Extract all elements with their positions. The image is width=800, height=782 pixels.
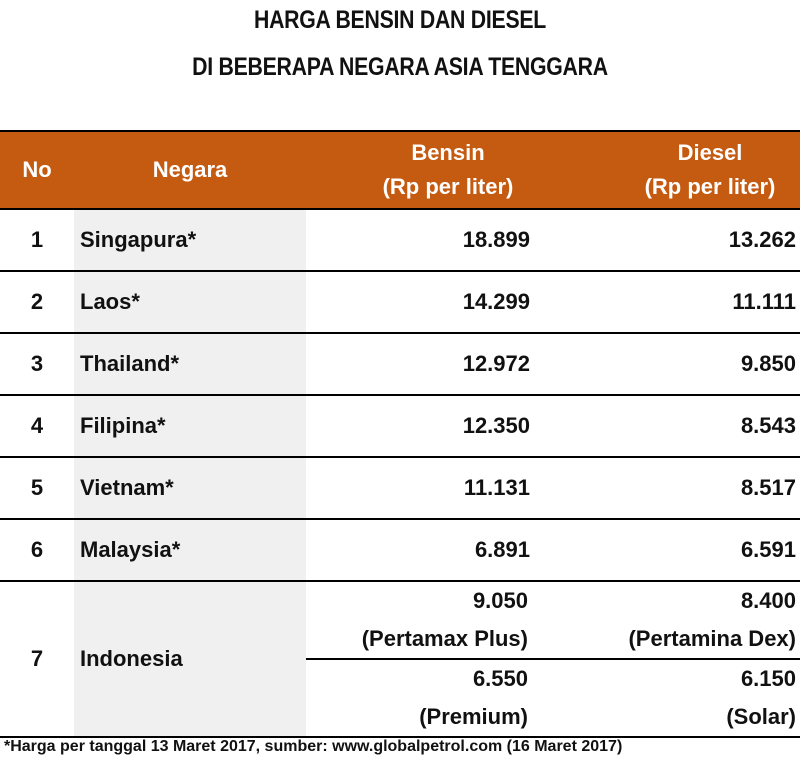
price-value: 6.550 (472, 666, 528, 691)
indonesia-diesel-solar: 6.150 (Solar) (550, 659, 800, 737)
row-no: 3 (30, 351, 44, 376)
row-diesel: 11.111 (732, 289, 796, 314)
row-negara: Laos* (74, 271, 306, 333)
table-row: 4 Filipina* 12.350 8.543 (0, 395, 800, 457)
row-bensin: 12.972 (462, 351, 530, 376)
price-value: 9.050 (472, 588, 528, 613)
fuel-type-label: (Solar) (726, 704, 796, 729)
table-row-indonesia: 7 Indonesia 9.050 (Pertamax Plus) 8.400 … (0, 581, 800, 737)
fuel-price-table: No Negara Bensin (Rp per liter) Diesel (… (0, 130, 800, 738)
header-bensin: Bensin (Rp per liter) (306, 130, 550, 210)
table-row: 5 Vietnam* 11.131 8.517 (0, 457, 800, 519)
table-row: 1 Singapura* 18.899 13.262 (0, 209, 800, 271)
row-bensin: 14.299 (462, 289, 530, 314)
footnote: *Harga per tanggal 13 Maret 2017, sumber… (4, 738, 623, 755)
row-bensin: 11.131 (463, 475, 530, 500)
row-no: 7 (30, 646, 44, 671)
row-diesel: 13.262 (728, 227, 796, 252)
header-diesel-label: Diesel (677, 140, 743, 165)
table-row: 6 Malaysia* 6.891 6.591 (0, 519, 800, 581)
price-value: 8.400 (740, 588, 796, 613)
fuel-type-label: (Pertamina Dex) (628, 626, 796, 651)
fuel-type-label: (Premium) (419, 704, 528, 729)
header-negara: Negara (74, 130, 306, 210)
indonesia-diesel-dex: 8.400 (Pertamina Dex) (550, 581, 800, 660)
row-bensin: 18.899 (462, 227, 530, 252)
row-bensin: 12.350 (462, 413, 530, 438)
row-negara: Filipina* (74, 395, 306, 457)
indonesia-bensin-premium: 6.550 (Premium) (306, 659, 550, 737)
fuel-type-label: (Pertamax Plus) (361, 626, 528, 651)
table-header-row: No Negara Bensin (Rp per liter) Diesel (… (0, 130, 800, 210)
header-diesel-unit: (Rp per liter) (644, 174, 776, 199)
indonesia-bensin-pertamax: 9.050 (Pertamax Plus) (306, 581, 550, 660)
row-no: 2 (30, 289, 44, 314)
table-row: 2 Laos* 14.299 11.111 (0, 271, 800, 333)
header-diesel: Diesel (Rp per liter) (550, 130, 800, 210)
row-negara: Thailand* (74, 333, 306, 395)
row-no: 4 (30, 413, 44, 438)
row-diesel: 8.543 (740, 413, 796, 438)
row-negara: Malaysia* (74, 519, 306, 581)
page-title: HARGA BENSIN DAN DIESEL (253, 6, 547, 34)
price-value: 6.150 (740, 666, 796, 691)
row-no: 5 (30, 475, 44, 500)
row-negara: Indonesia (74, 581, 306, 737)
header-bensin-unit: (Rp per liter) (382, 174, 514, 199)
table-row-indonesia-sub: 6.550 (Premium) 6.150 (Solar) (0, 659, 800, 737)
header-bensin-label: Bensin (411, 140, 485, 165)
row-bensin: 6.891 (474, 537, 530, 562)
header-no: No (0, 130, 74, 210)
table-row: 3 Thailand* 12.972 9.850 (0, 333, 800, 395)
row-no: 6 (30, 537, 44, 562)
row-no: 1 (30, 227, 44, 252)
row-negara: Singapura* (74, 209, 306, 271)
page-subtitle: DI BEBERAPA NEGARA ASIA TENGGARA (192, 53, 608, 81)
row-diesel: 8.517 (740, 475, 796, 500)
row-diesel: 6.591 (740, 537, 796, 562)
row-negara: Vietnam* (74, 457, 306, 519)
row-diesel: 9.850 (740, 351, 796, 376)
